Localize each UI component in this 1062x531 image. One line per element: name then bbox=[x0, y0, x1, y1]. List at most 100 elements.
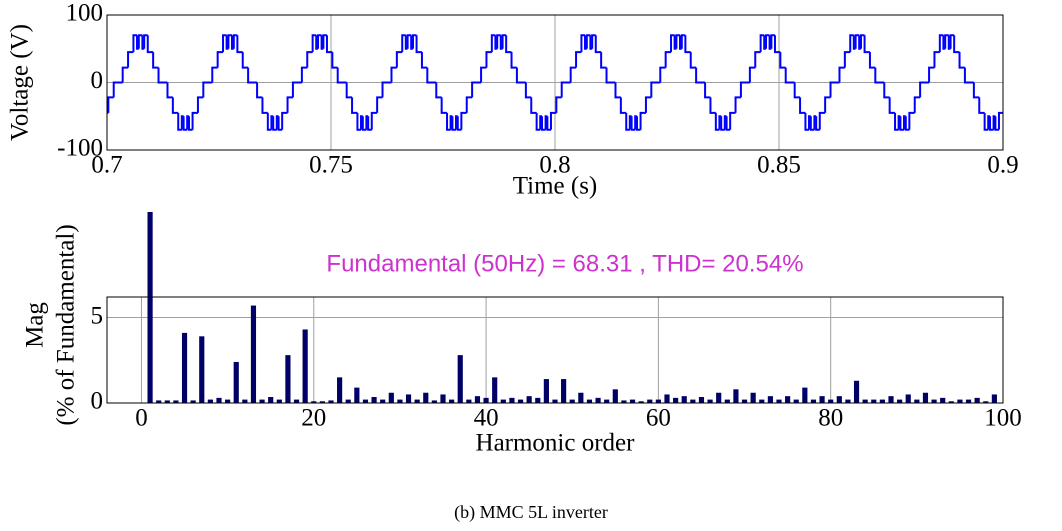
line-step bbox=[804, 112, 810, 131]
line-step bbox=[325, 35, 333, 54]
line-step bbox=[639, 111, 646, 130]
bar bbox=[974, 397, 980, 403]
bar bbox=[354, 387, 360, 403]
line-step bbox=[899, 116, 904, 131]
line-step bbox=[485, 51, 492, 68]
line-step bbox=[390, 66, 397, 83]
x-tick-label: 100 bbox=[984, 405, 1022, 432]
line-step bbox=[874, 67, 885, 84]
line-step bbox=[684, 35, 691, 54]
line-step bbox=[759, 34, 765, 53]
line-step bbox=[928, 66, 935, 83]
bar bbox=[819, 396, 825, 403]
bar bbox=[673, 397, 679, 403]
line-step bbox=[121, 66, 129, 83]
line-step bbox=[496, 34, 501, 49]
line-step bbox=[300, 66, 308, 83]
line-step bbox=[605, 67, 616, 84]
bar bbox=[250, 305, 257, 403]
bar bbox=[414, 399, 420, 403]
caption: (b) MMC 5L inverter bbox=[454, 502, 608, 523]
bar bbox=[914, 399, 920, 403]
bar bbox=[647, 399, 653, 403]
bar bbox=[862, 399, 868, 403]
line-step bbox=[843, 51, 851, 68]
bar bbox=[164, 400, 170, 403]
bar bbox=[371, 397, 377, 403]
line-step bbox=[351, 97, 358, 114]
line-step bbox=[913, 96, 921, 113]
bar bbox=[285, 355, 291, 403]
line-step bbox=[127, 51, 134, 68]
x-axis-label: Harmonic order bbox=[476, 430, 636, 457]
bar bbox=[380, 399, 386, 403]
line-step bbox=[451, 116, 456, 131]
bar bbox=[836, 396, 842, 403]
line-step bbox=[395, 51, 403, 68]
bar bbox=[535, 397, 541, 403]
line-step bbox=[345, 82, 353, 99]
line-step bbox=[635, 116, 641, 131]
bar bbox=[931, 399, 937, 403]
bar bbox=[750, 392, 756, 403]
y-tick-label: -100 bbox=[57, 135, 103, 162]
bar bbox=[242, 399, 248, 403]
bar bbox=[302, 329, 308, 403]
bar bbox=[681, 396, 687, 403]
bar bbox=[483, 397, 489, 403]
line-step bbox=[594, 35, 602, 54]
line-step bbox=[222, 34, 227, 53]
bar bbox=[940, 397, 946, 403]
line-step bbox=[381, 81, 392, 98]
y-tick-label: 100 bbox=[66, 0, 104, 27]
line-step bbox=[286, 96, 293, 113]
line-step bbox=[177, 112, 182, 131]
line-step bbox=[331, 52, 338, 69]
line-step bbox=[591, 34, 596, 49]
bar bbox=[586, 399, 593, 403]
y-axis-label: Mag bbox=[22, 302, 49, 348]
line-step bbox=[784, 67, 795, 84]
bar bbox=[707, 399, 713, 403]
line-step bbox=[754, 51, 761, 68]
bar bbox=[802, 387, 808, 403]
line-step bbox=[614, 82, 621, 99]
line-step bbox=[625, 112, 630, 131]
bar bbox=[569, 399, 575, 403]
y-tick-label: 0 bbox=[91, 388, 104, 415]
bar bbox=[828, 399, 834, 403]
bar bbox=[362, 399, 369, 403]
line-step bbox=[695, 67, 706, 84]
line-step bbox=[933, 51, 940, 68]
line-step bbox=[555, 96, 562, 113]
line-step bbox=[247, 67, 258, 84]
bar bbox=[345, 399, 351, 403]
bar bbox=[147, 212, 153, 403]
line-step bbox=[770, 34, 775, 49]
line-step bbox=[729, 111, 736, 130]
line-step bbox=[281, 111, 288, 130]
line-step bbox=[420, 52, 428, 69]
line-step bbox=[236, 35, 243, 54]
line-step bbox=[675, 34, 680, 49]
line-step bbox=[211, 66, 218, 83]
line-step bbox=[908, 111, 915, 130]
line-step bbox=[725, 116, 731, 131]
bar bbox=[690, 399, 696, 403]
line-step bbox=[535, 112, 541, 131]
bar bbox=[276, 399, 282, 403]
bar bbox=[207, 399, 213, 403]
bar bbox=[595, 397, 601, 403]
bar bbox=[897, 399, 903, 403]
line-step bbox=[152, 52, 159, 69]
line-step bbox=[241, 52, 249, 69]
bar bbox=[457, 355, 463, 403]
line-step bbox=[793, 82, 801, 99]
plot-frame bbox=[106, 14, 1004, 151]
x-tick-label: 80 bbox=[818, 405, 843, 432]
bar bbox=[500, 399, 506, 403]
line-step bbox=[143, 34, 148, 49]
line-step bbox=[818, 111, 826, 130]
y-axis-label: Voltage (V) bbox=[7, 24, 34, 141]
